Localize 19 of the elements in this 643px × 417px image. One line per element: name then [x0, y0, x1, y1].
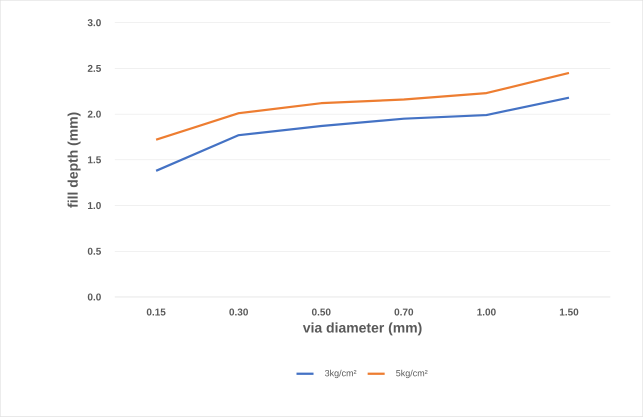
y-tick-label: 1.5 [88, 156, 101, 164]
y-tick-label: 2.5 [88, 65, 101, 72]
x-axis-title: via diameter (mm) [302, 322, 422, 336]
x-tick-label: 0.50 [312, 308, 331, 316]
x-tick-label: 0.15 [146, 308, 166, 316]
y-tick-label: 3.0 [88, 19, 101, 26]
x-tick-label: 1.00 [477, 308, 496, 316]
y-axis-title: fill depth (mm) [68, 112, 81, 208]
legend-label: 3kg/cm² [324, 370, 356, 378]
x-tick-label: 1.50 [560, 308, 578, 316]
line-series [155, 96, 570, 172]
line-series [155, 72, 570, 141]
legend-label: 5kg/cm² [396, 370, 428, 378]
y-tick-label: 2.0 [88, 110, 101, 118]
y-tick-label: 0.5 [88, 248, 101, 255]
x-tick-label: 0.70 [394, 308, 414, 316]
x-tick-label: 0.30 [229, 308, 248, 316]
y-tick-label: 1.0 [88, 202, 101, 210]
y-tick-label: 0.0 [88, 294, 101, 301]
